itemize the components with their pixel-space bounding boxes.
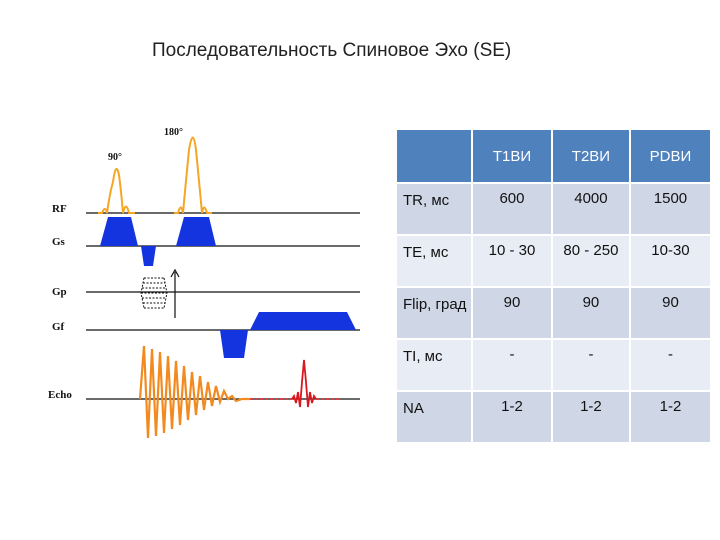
table-header-pd: PDВИ	[630, 130, 712, 184]
table-header-t2: T2ВИ	[552, 130, 631, 184]
table-header-t1: T1ВИ	[473, 130, 553, 184]
gs-lobe-1	[100, 217, 138, 246]
sequence-parameters-table: T1ВИ T2ВИ PDВИ TR, мс 600 4000 1500 TE, …	[397, 130, 712, 444]
cell-value: 1-2	[473, 392, 553, 444]
page-title: Последовательность Спиновое Эхо (SE)	[152, 40, 512, 61]
cell-value: 1500	[630, 184, 712, 236]
cell-value: 10 - 30	[473, 236, 553, 288]
cell-value: 1-2	[552, 392, 631, 444]
row-label: TR, мс	[397, 184, 474, 236]
row-label: NA	[397, 392, 474, 444]
cell-value: 90	[473, 288, 553, 340]
cell-value: 80 - 250	[552, 236, 631, 288]
echo-peak	[291, 359, 317, 408]
cell-value: 90	[630, 288, 712, 340]
gs-lobe-2	[176, 217, 216, 246]
pulse-label-90: 90°	[108, 152, 122, 163]
gp-phase-encode-steps	[140, 277, 168, 309]
cell-value: -	[630, 340, 712, 392]
spin-echo-sequence-diagram: RF Gs Gp Gf Echo 90° 180°	[48, 127, 360, 439]
echo-fid	[138, 345, 250, 439]
gf-readout-lobe	[250, 312, 356, 330]
cell-value: 1-2	[630, 392, 712, 444]
rf-90-pulse	[98, 167, 135, 214]
row-label-rf: RF	[52, 203, 67, 215]
row-label-gs: Gs	[52, 236, 66, 248]
row-label: TI, мс	[397, 340, 474, 392]
row-label: TE, мс	[397, 236, 474, 288]
gf-dephase-lobe	[216, 330, 252, 358]
cell-value: -	[552, 340, 631, 392]
gs-rephase-lobe	[139, 246, 156, 266]
table-header-row: T1ВИ T2ВИ PDВИ	[397, 130, 712, 184]
cell-value: 90	[552, 288, 631, 340]
table-row-te: TE, мс 10 - 30 80 - 250 10-30	[397, 236, 712, 288]
table-header-corner	[397, 130, 474, 184]
cell-value: 4000	[552, 184, 631, 236]
table-row-flip: Flip, град 90 90 90	[397, 288, 712, 340]
pulse-label-180: 180°	[164, 127, 183, 138]
row-label: Flip, град	[397, 288, 474, 340]
rf-180-pulse	[174, 136, 212, 214]
table-row-na: NA 1-2 1-2 1-2	[397, 392, 712, 444]
cell-value: -	[473, 340, 553, 392]
row-label-gf: Gf	[52, 321, 65, 333]
gp-arrow	[170, 268, 180, 318]
row-label-echo: Echo	[48, 389, 72, 401]
cell-value: 600	[473, 184, 553, 236]
cell-value: 10-30	[630, 236, 712, 288]
row-label-gp: Gp	[52, 286, 67, 298]
table-row-tr: TR, мс 600 4000 1500	[397, 184, 712, 236]
table-row-ti: TI, мс - - -	[397, 340, 712, 392]
